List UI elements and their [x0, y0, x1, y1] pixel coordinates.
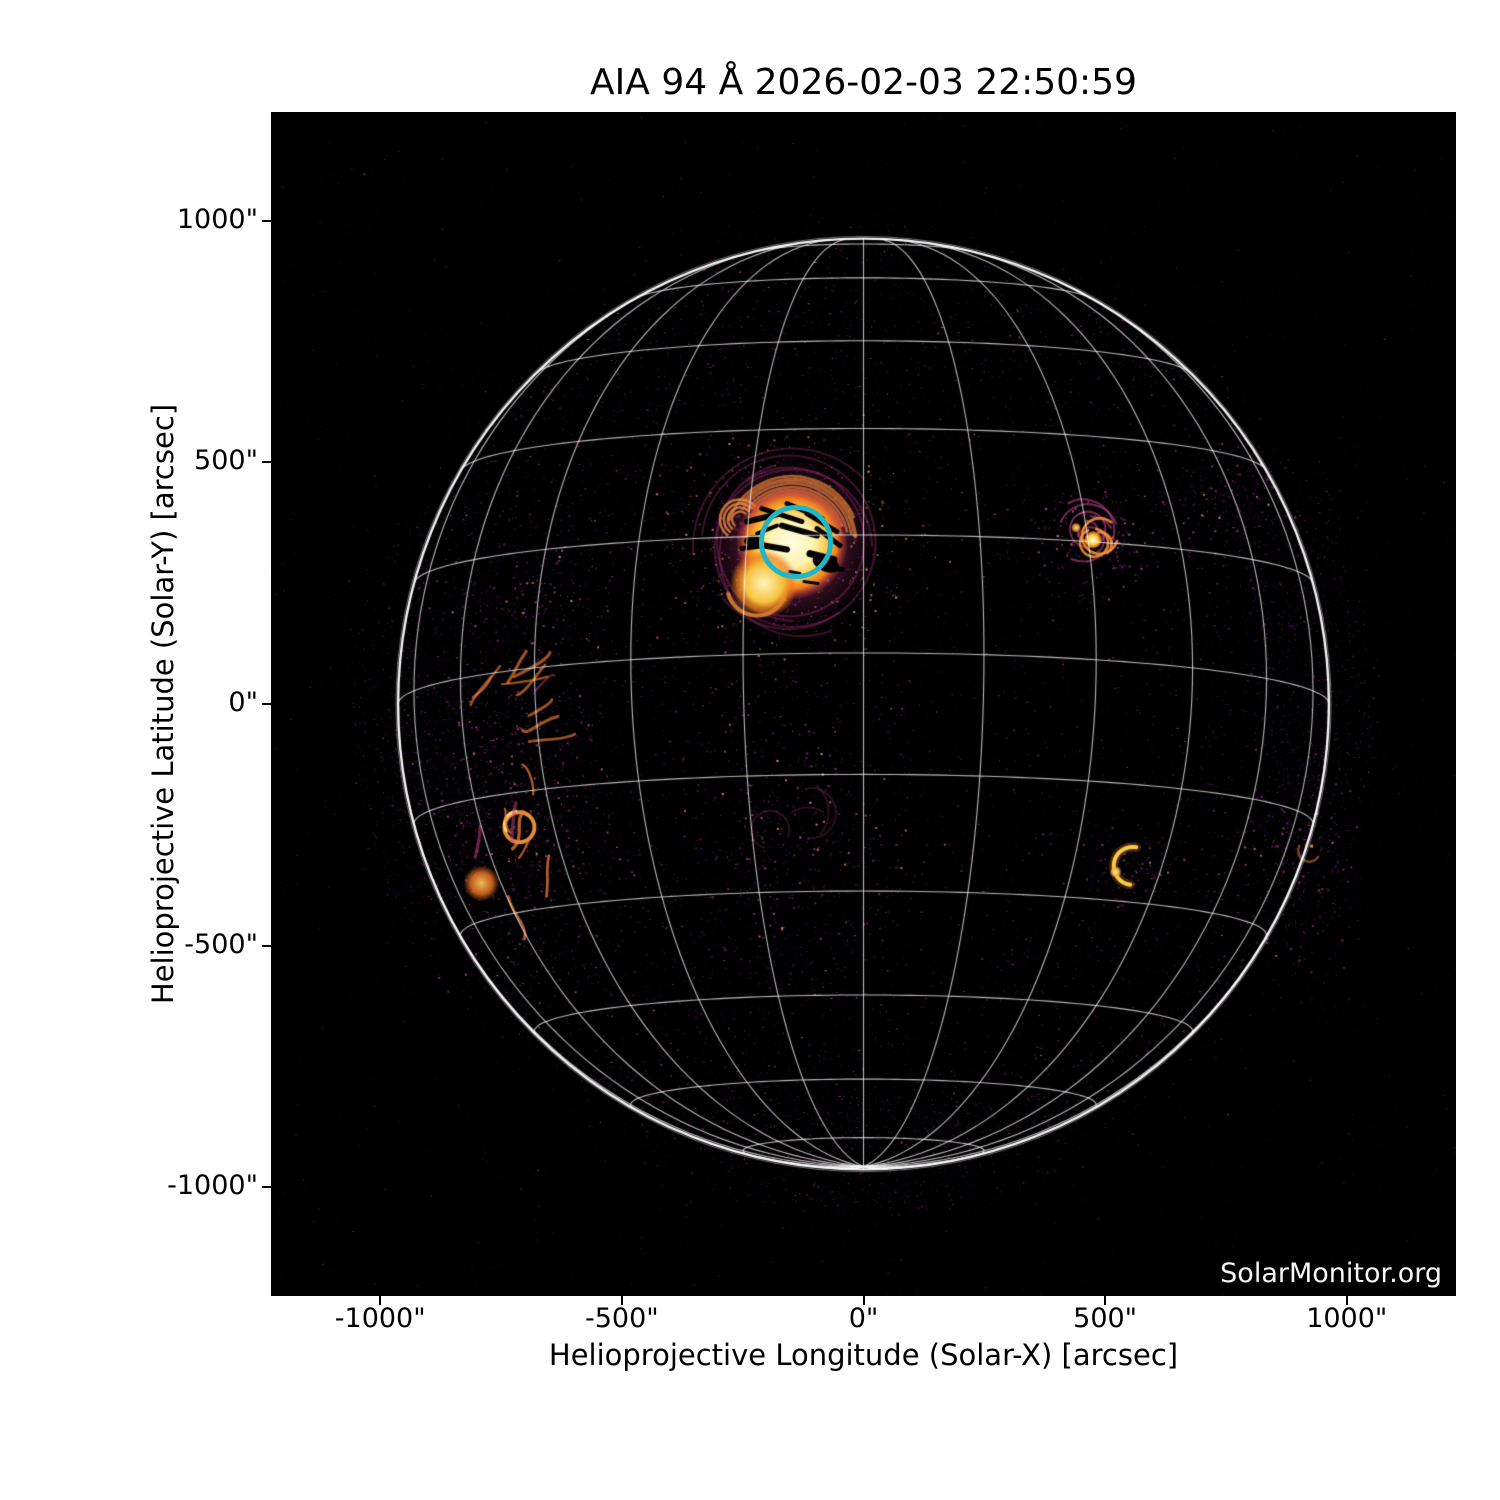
y-tick-label: -1000": [167, 1170, 258, 1202]
page-title: AIA 94 Å 2026-02-03 22:50:59: [590, 62, 1137, 103]
y-tick-mark: [262, 703, 271, 705]
x-tick-label: 1000": [1306, 1303, 1388, 1334]
x-tick-label: -500": [585, 1303, 659, 1334]
x-tick-label: -1000": [334, 1303, 426, 1334]
watermark-text: SolarMonitor.org: [1220, 1258, 1442, 1289]
x-tick-mark: [1345, 1296, 1348, 1305]
plot-area: SolarMonitor.org: [271, 112, 1456, 1296]
y-tick-mark: [262, 461, 271, 464]
y-tick-label: 0": [228, 687, 258, 718]
x-axis-title: Helioprojective Longitude (Solar-X) [arc…: [548, 1338, 1179, 1372]
active-region-marker-circle: [759, 505, 833, 579]
y-tick-label: 500": [194, 445, 258, 477]
y-tick-mark: [262, 1186, 271, 1189]
x-tick-mark: [1104, 1296, 1107, 1305]
x-tick-label: 500": [1073, 1303, 1138, 1334]
y-tick-label: -500": [184, 928, 258, 960]
y-tick-label: 1000": [176, 203, 258, 235]
x-tick-mark: [862, 1296, 865, 1305]
solar-disk-image: [271, 112, 1456, 1296]
y-tick-mark: [262, 944, 271, 947]
y-tick-mark: [262, 219, 271, 222]
x-tick-label: 0": [848, 1303, 879, 1334]
x-tick-mark: [620, 1296, 623, 1305]
x-tick-mark: [379, 1296, 382, 1305]
